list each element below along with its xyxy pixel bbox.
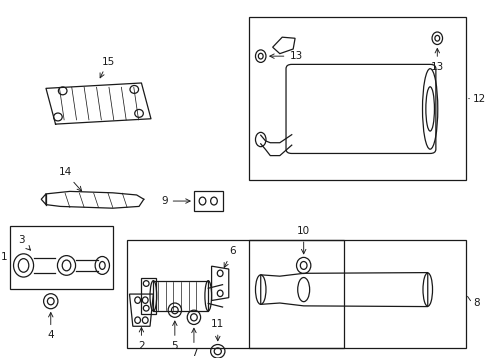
Bar [248,240,465,348]
Bar [10,226,113,289]
Text: 15: 15 [100,57,114,78]
Text: 7: 7 [190,328,197,358]
Text: 14: 14 [59,167,81,191]
Text: 10: 10 [297,226,309,254]
Bar [153,281,208,311]
Text: 11: 11 [211,319,224,341]
Text: 13: 13 [269,51,302,61]
Text: 3: 3 [18,235,30,250]
Text: 13: 13 [430,49,443,72]
Text: 9: 9 [161,196,190,206]
Text: 8: 8 [472,298,479,308]
Text: 6: 6 [224,246,235,267]
Text: 2: 2 [138,328,144,351]
Bar [248,17,465,180]
Text: 12: 12 [472,94,486,104]
Text: 4: 4 [47,312,54,340]
Bar [127,240,344,348]
Text: 5: 5 [171,321,178,351]
Text: 1: 1 [1,252,8,262]
